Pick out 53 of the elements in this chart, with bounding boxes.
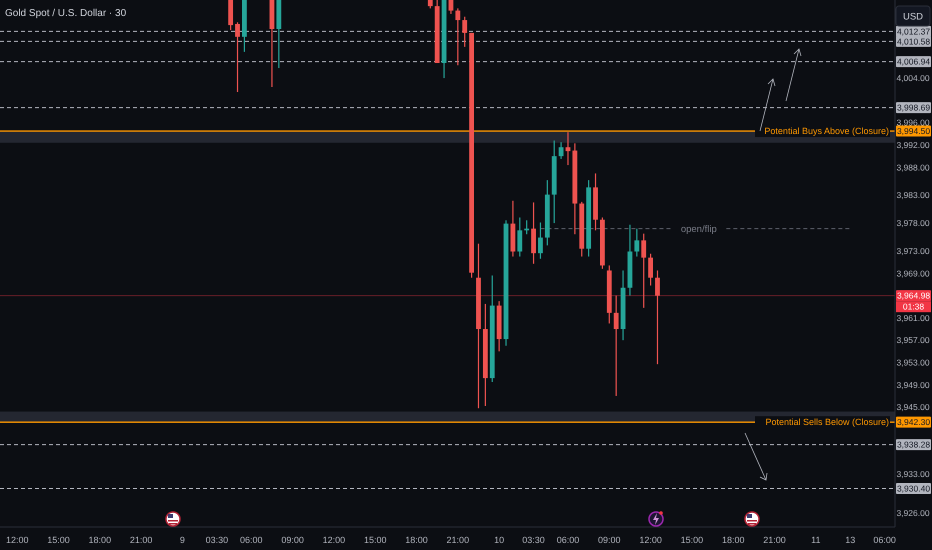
y-tick-label: 3,992.00 (896, 140, 930, 150)
x-tick-label: 09:00 (281, 535, 304, 545)
text: 01:38 (902, 302, 924, 312)
x-tick-label: 18:00 (88, 535, 112, 545)
x-tick-label: 21:00 (130, 535, 152, 545)
y-tick-label: 3,983.00 (896, 190, 930, 200)
x-tick-label: 12:00 (6, 535, 28, 545)
annotation: 3,994.50 (896, 126, 930, 136)
annotation: 3,938.28 (896, 440, 930, 450)
x-tick-label: 06:00 (873, 535, 896, 545)
y-tick-label: 3,957.00 (896, 335, 930, 346)
annotation: 4,006.94 (896, 56, 930, 67)
annotation: 4,012.37 (896, 26, 930, 36)
annotation: 4,010.58 (896, 36, 930, 46)
x-tick-label: 13 (845, 535, 856, 545)
ref-line-label: Potential Sells Below (Closure) (765, 417, 889, 428)
y-tick-label: 3,926.00 (896, 508, 930, 518)
x-tick-label: 15:00 (47, 535, 70, 545)
annotation: 3,930.40 (896, 484, 930, 494)
x-tick-label: 03:30 (522, 535, 545, 545)
y-tick-label: 3,933.00 (896, 469, 930, 480)
x-tick-label: 9 (180, 535, 185, 545)
x-tick-label: 06:00 (556, 535, 580, 545)
y-tick-label: 3,978.00 (896, 218, 930, 228)
x-tick-label: 18:00 (722, 535, 744, 545)
y-tick-label: 3,961.00 (896, 312, 930, 323)
annotation: 3,964.98 (896, 290, 930, 301)
x-tick-label: 18:00 (405, 535, 428, 545)
x-tick-label: 09:00 (598, 535, 621, 545)
y-tick-label: 4,004.00 (896, 73, 930, 84)
y-tick-label: 3,996.00 (896, 118, 930, 128)
y-tick-label: 3,949.00 (896, 380, 930, 390)
x-tick-label: 10 (494, 535, 504, 545)
y-tick-label: 3,988.00 (896, 162, 930, 172)
x-tick-label: 11 (811, 535, 820, 545)
x-tick-label: 12:00 (322, 535, 346, 545)
x-tick-label: 15:00 (364, 535, 386, 545)
ref-line-label: open/flip (680, 224, 717, 236)
y-tick-label: 3,953.00 (896, 357, 930, 368)
annotation: 3,942.30 (896, 417, 930, 428)
y-axis-title: USD (902, 12, 924, 22)
x-tick-label: 12:00 (639, 535, 662, 545)
x-tick-label: 21:00 (763, 535, 786, 545)
y-tick-label: 3,945.00 (896, 402, 930, 412)
text: Gold Spot / U.S. Dollar · 30 (5, 8, 127, 19)
x-tick-label: 21:00 (446, 535, 470, 545)
x-tick-label: 06:00 (240, 535, 263, 545)
y-tick-label: 3,969.00 (896, 268, 930, 278)
x-tick-label: 03:30 (206, 535, 228, 545)
annotation: 3,998.69 (896, 102, 930, 113)
ref-line-label: Potential Buys Above (Closure) (764, 126, 889, 136)
x-tick-label: 15:00 (680, 535, 704, 545)
y-tick-label: 3,973.00 (896, 246, 930, 256)
